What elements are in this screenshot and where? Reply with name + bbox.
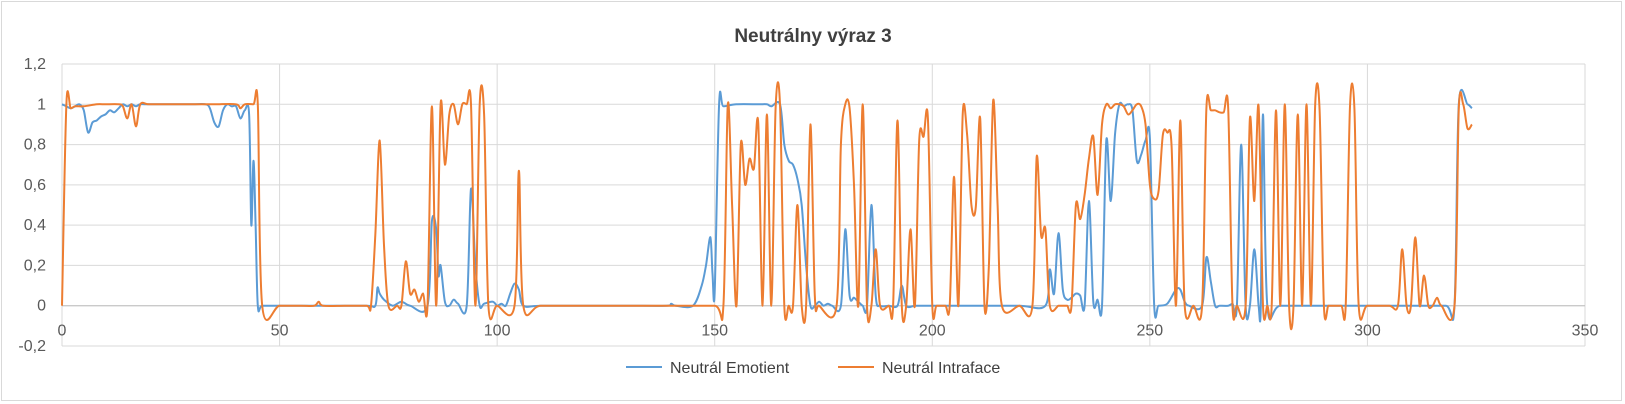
y-tick-label: 0,4 <box>24 217 46 234</box>
x-tick-label: 0 <box>58 323 67 340</box>
y-tick-label: 0,2 <box>24 257 46 274</box>
x-tick-label: 100 <box>484 323 511 340</box>
legend-label-1: Neutrál Emotient <box>670 360 790 377</box>
series-line-1 <box>61 88 1473 323</box>
x-tick-label: 250 <box>1137 323 1164 340</box>
legend: Neutrál Emotient Neutrál Intraface <box>626 360 1000 377</box>
y-tick-label: 0 <box>37 298 46 315</box>
series-lines <box>61 81 1473 331</box>
y-axis-ticks: -0,2 0 0,2 0,4 0,6 0,8 1 1,2 <box>18 56 46 355</box>
x-tick-label: 150 <box>701 323 728 340</box>
y-tick-label: -0,2 <box>18 338 46 355</box>
x-tick-label: 350 <box>1572 323 1599 340</box>
series-line-2 <box>61 81 1473 331</box>
y-tick-label: 0,8 <box>24 137 46 154</box>
x-axis-ticks: 0 50 100 150 200 250 300 350 <box>58 323 1599 340</box>
y-tick-label: 0,6 <box>24 177 46 194</box>
y-tick-label: 1,2 <box>24 56 46 73</box>
legend-label-2: Neutrál Intraface <box>882 360 1000 377</box>
y-tick-label: 1 <box>37 96 46 113</box>
x-tick-label: 50 <box>271 323 289 340</box>
x-tick-label: 200 <box>919 323 946 340</box>
chart-title: Neutrálny výraz 3 <box>734 26 891 47</box>
x-tick-label: 300 <box>1354 323 1381 340</box>
